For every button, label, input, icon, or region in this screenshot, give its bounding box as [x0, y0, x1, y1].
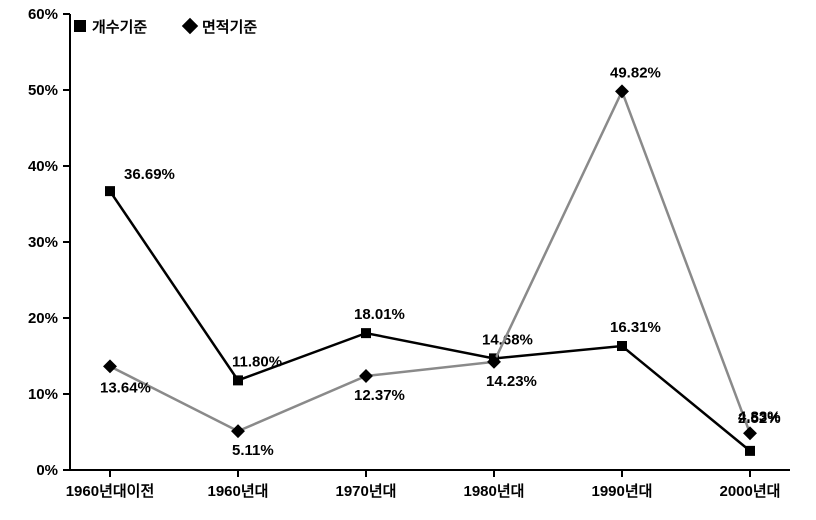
chart-background	[0, 0, 816, 520]
y-tick-label: 10%	[28, 386, 58, 403]
data-label: 11.80%	[232, 353, 282, 370]
series-marker-0	[234, 376, 243, 385]
data-label: 36.69%	[124, 166, 175, 183]
data-label: 5.11%	[232, 442, 274, 459]
x-tick-label: 1990년대	[592, 483, 653, 500]
line-chart: 0% 10% 20% 30% 40% 50% 60% 1960년대이전 1960년대 1970년대…	[0, 0, 816, 520]
series-marker-0	[618, 342, 627, 351]
data-label: 4.83%	[738, 408, 781, 425]
data-label: 14.23%	[486, 373, 537, 390]
data-label: 13.64%	[100, 379, 151, 396]
y-tick-label: 20%	[28, 310, 58, 327]
x-tick-label: 2000년대	[720, 483, 781, 500]
data-label: 18.01%	[354, 306, 405, 323]
x-tick-label: 1960년대	[208, 483, 269, 500]
x-tick-label: 1970년대	[336, 483, 397, 500]
legend-label: 면적기준	[202, 18, 257, 36]
x-tick-label: 1960년대이전	[66, 483, 155, 500]
legend-label: 개수기준	[92, 18, 147, 36]
series-marker-0	[746, 446, 755, 455]
chart-container: 0% 10% 20% 30% 40% 50% 60% 1960년대이전 1960년대 1970년대…	[0, 0, 816, 520]
series-marker-0	[106, 187, 115, 196]
data-label: 16.31%	[610, 319, 661, 336]
x-tick-label: 1980년대	[464, 483, 525, 500]
legend-marker-0	[75, 21, 86, 32]
y-tick-label: 60%	[28, 6, 58, 23]
data-label: 12.37%	[354, 387, 405, 404]
data-label: 49.82%	[610, 64, 661, 81]
y-tick-label: 0%	[36, 462, 58, 479]
y-tick-label: 50%	[28, 82, 58, 99]
y-tick-label: 40%	[28, 158, 58, 175]
y-tick-label: 30%	[28, 234, 58, 251]
series-marker-0	[362, 329, 371, 338]
